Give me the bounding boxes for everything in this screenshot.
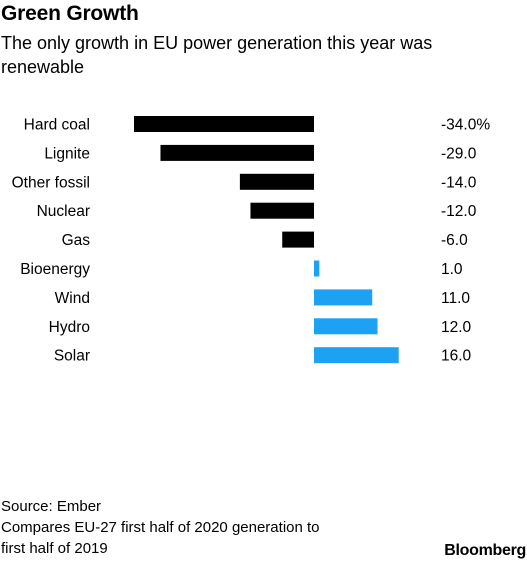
category-label: Bioenergy xyxy=(20,261,90,278)
bar-gas xyxy=(282,231,314,248)
bar-solar xyxy=(314,347,399,364)
category-label: Solar xyxy=(54,348,90,365)
value-label: -34.0% xyxy=(441,117,490,134)
bar-hard-coal xyxy=(134,116,314,132)
bar-other-fossil xyxy=(239,173,314,190)
bloomberg-logo: Bloomberg xyxy=(444,542,526,559)
bar-lignite xyxy=(160,144,314,161)
category-label: Hydro xyxy=(49,319,90,336)
bar-nuclear xyxy=(250,202,314,219)
value-label: -6.0 xyxy=(441,232,468,249)
category-label: Hard coal xyxy=(24,117,90,134)
bar-bioenergy xyxy=(314,260,320,277)
category-label: Wind xyxy=(55,290,90,307)
source-note: Source: Ember xyxy=(1,498,102,515)
chart-subtitle: The only growth in EU power generation t… xyxy=(1,33,433,77)
bar-hydro xyxy=(314,318,378,335)
value-label: -14.0 xyxy=(441,174,477,191)
footnote-line-1: Compares EU-27 first half of 2020 genera… xyxy=(1,519,320,536)
category-label: Nuclear xyxy=(37,203,90,220)
chart-title: Green Growth xyxy=(1,2,139,25)
value-labels: -34.0% -29.0 -14.0 -12.0 -6.0 1.0 11.0 12.0 16.0 xyxy=(441,117,490,365)
bar-wind xyxy=(314,289,373,306)
value-label: 11.0 xyxy=(441,290,470,307)
category-label: Lignite xyxy=(44,145,90,162)
value-label: -12.0 xyxy=(441,203,477,220)
category-label: Other fossil xyxy=(12,174,90,191)
category-label: Gas xyxy=(62,232,91,249)
value-label: 1.0 xyxy=(441,261,463,278)
footnote-line-2: first half of 2019 xyxy=(1,540,108,557)
value-label: -29.0 xyxy=(441,145,477,162)
value-label: 12.0 xyxy=(441,319,472,336)
category-labels: Hard coal Lignite Other fossil Nuclear Gas Bi… xyxy=(12,117,91,365)
bars xyxy=(134,116,399,364)
value-label: 16.0 xyxy=(441,348,472,365)
